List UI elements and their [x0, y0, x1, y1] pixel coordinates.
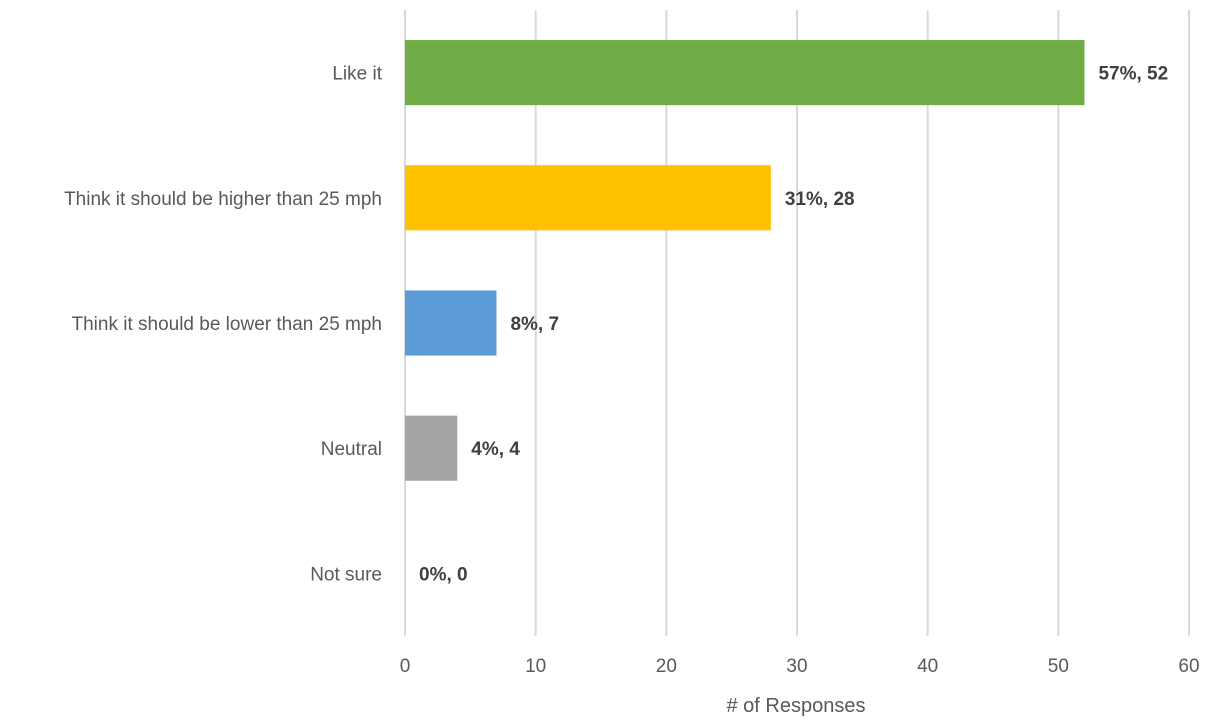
data-labels: 57%, 52 31%, 28 8%, 7 4%, 4 0%, 0	[419, 64, 1168, 586]
bar	[405, 165, 771, 231]
x-tick-label: 10	[525, 656, 546, 677]
data-label: 4%, 4	[471, 439, 520, 460]
x-tick-label: 60	[1178, 656, 1199, 677]
category-label: Think it should be higher than 25 mph	[64, 189, 382, 210]
x-tick-label: 20	[656, 656, 677, 677]
bar	[405, 40, 1085, 106]
x-tick-label: 40	[917, 656, 938, 677]
x-axis-tick-labels: 0 10 20 30 40 50 60	[400, 656, 1200, 677]
category-label: Like it	[332, 64, 382, 85]
data-label: 31%, 28	[785, 189, 855, 210]
data-label: 57%, 52	[1098, 64, 1168, 85]
category-labels: Like it Think it should be higher than 25…	[64, 64, 383, 586]
bars	[405, 40, 1085, 481]
x-tick-label: 0	[400, 656, 411, 677]
x-tick-label: 30	[786, 656, 807, 677]
bar	[405, 415, 458, 481]
x-tick-label: 50	[1048, 656, 1069, 677]
data-label: 0%, 0	[419, 564, 468, 585]
category-label: Not sure	[310, 564, 382, 585]
category-label: Neutral	[321, 439, 382, 460]
data-label: 8%, 7	[510, 314, 559, 335]
x-axis-title: # of Responses	[727, 695, 866, 717]
gridlines	[404, 10, 1190, 636]
category-label: Think it should be lower than 25 mph	[71, 314, 382, 335]
bar	[405, 290, 497, 356]
